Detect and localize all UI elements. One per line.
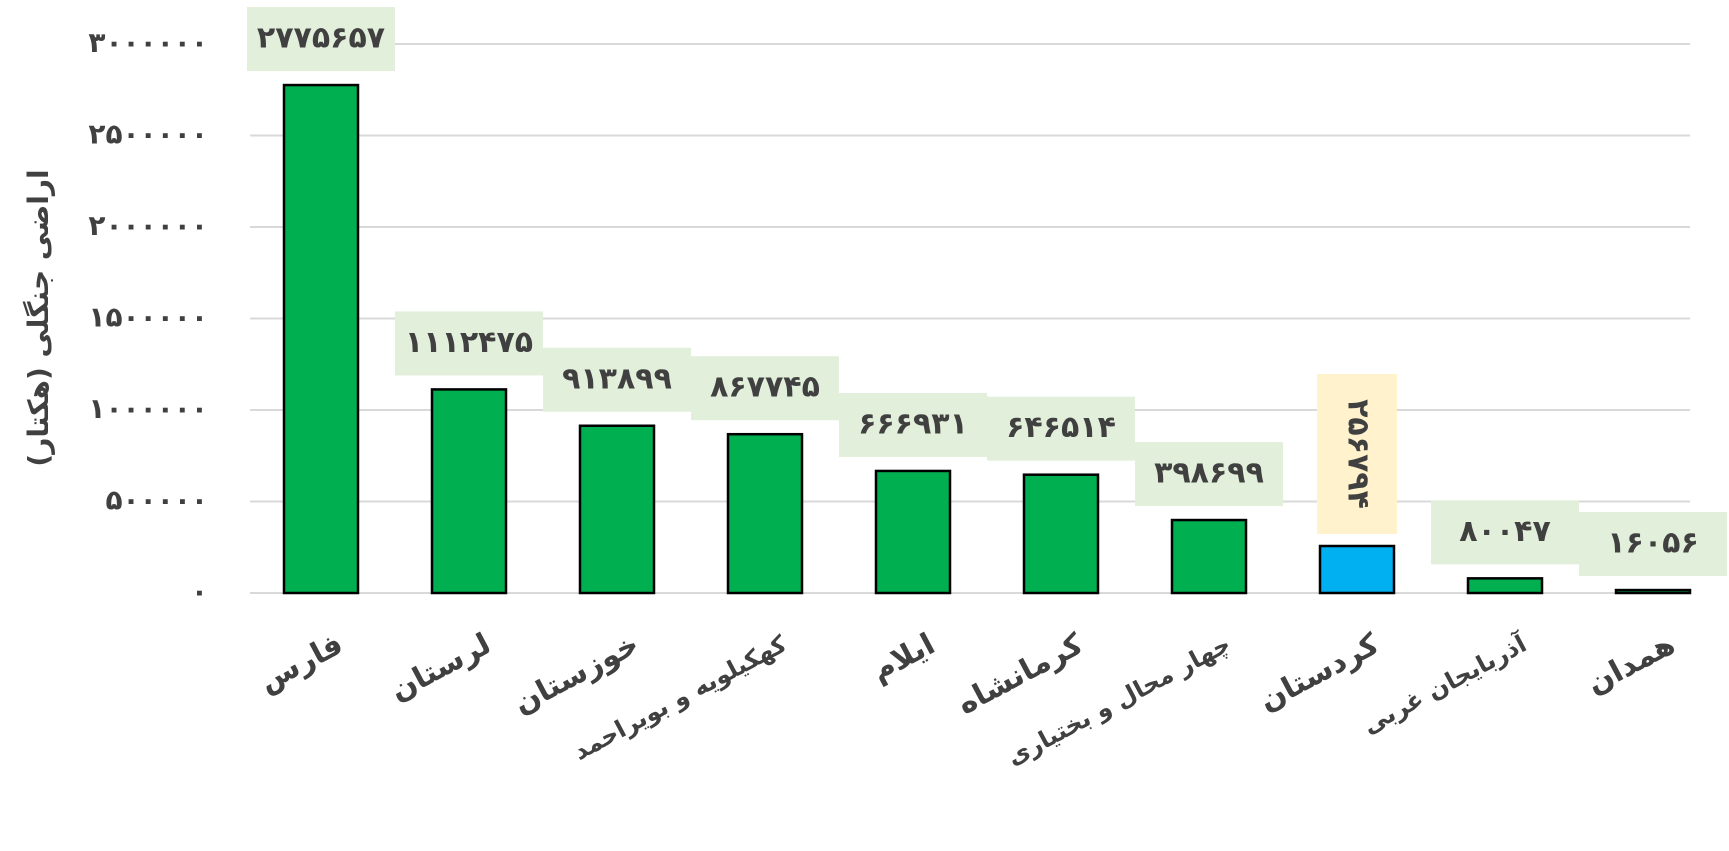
x-tick-label: کردستان bbox=[1253, 626, 1385, 718]
label-bg bbox=[1317, 374, 1397, 535]
bar bbox=[578, 424, 656, 595]
data-label: ۱۱۱۲۴۷۵ bbox=[405, 325, 533, 360]
x-tick-label: خوزستان bbox=[508, 627, 645, 722]
x-tick-label: همدان bbox=[1581, 627, 1681, 702]
bar bbox=[282, 83, 360, 595]
y-tick-label: ۱۵۰۰۰۰۰ bbox=[88, 301, 208, 334]
bar bbox=[874, 469, 952, 595]
label-bg bbox=[987, 396, 1135, 461]
y-tick-label: ۳۰۰۰۰۰۰ bbox=[88, 26, 208, 59]
y-tick-label: ۲۰۰۰۰۰۰ bbox=[88, 209, 208, 242]
bar bbox=[1614, 588, 1692, 595]
data-label: ۶۶۶۹۳۱ bbox=[858, 406, 968, 441]
label-bg bbox=[247, 7, 395, 72]
label-bg bbox=[1579, 512, 1727, 577]
bar bbox=[430, 388, 508, 595]
bar bbox=[1170, 518, 1248, 595]
y-tick-label: ۰ bbox=[191, 575, 208, 608]
data-label: ۲۵۶۷۹۴ bbox=[1341, 399, 1376, 509]
x-tick-label: کرمانشاه bbox=[952, 626, 1090, 721]
y-tick-label: ۱۰۰۰۰۰۰ bbox=[88, 392, 208, 425]
data-label: ۳۹۸۶۹۹ bbox=[1154, 456, 1264, 491]
data-label: ۶۴۶۵۱۴ bbox=[1006, 410, 1116, 445]
label-bg bbox=[543, 347, 691, 412]
data-label: ۲۷۷۵۶۵۷ bbox=[257, 21, 385, 56]
x-tick-label: آذربایجان غربی bbox=[1358, 629, 1532, 740]
data-label: ۸۰۰۴۷ bbox=[1459, 514, 1551, 549]
label-bg bbox=[691, 356, 839, 421]
y-tick-label: ۲۵۰۰۰۰۰ bbox=[88, 118, 208, 151]
bar bbox=[1318, 544, 1396, 595]
y-tick-label: ۵۰۰۰۰۰ bbox=[105, 484, 208, 517]
data-label: ۱۶۰۵۶ bbox=[1607, 526, 1699, 561]
y-axis-label: اراضی جنگلی (هکتار) bbox=[22, 169, 55, 466]
bar bbox=[1022, 473, 1100, 595]
label-bg bbox=[1431, 500, 1579, 565]
data-label: ۹۱۳۸۹۹ bbox=[562, 361, 672, 396]
x-tick-label: ایلام bbox=[866, 627, 941, 689]
label-bg bbox=[395, 311, 543, 376]
x-tick-label: فارس bbox=[253, 627, 349, 700]
bar bbox=[726, 432, 804, 595]
label-bg bbox=[1135, 442, 1283, 507]
label-bg bbox=[839, 392, 987, 457]
bar bbox=[1466, 577, 1544, 595]
data-label: ۸۶۷۷۴۵ bbox=[710, 370, 820, 405]
x-tick-label: لرستان bbox=[384, 627, 496, 709]
